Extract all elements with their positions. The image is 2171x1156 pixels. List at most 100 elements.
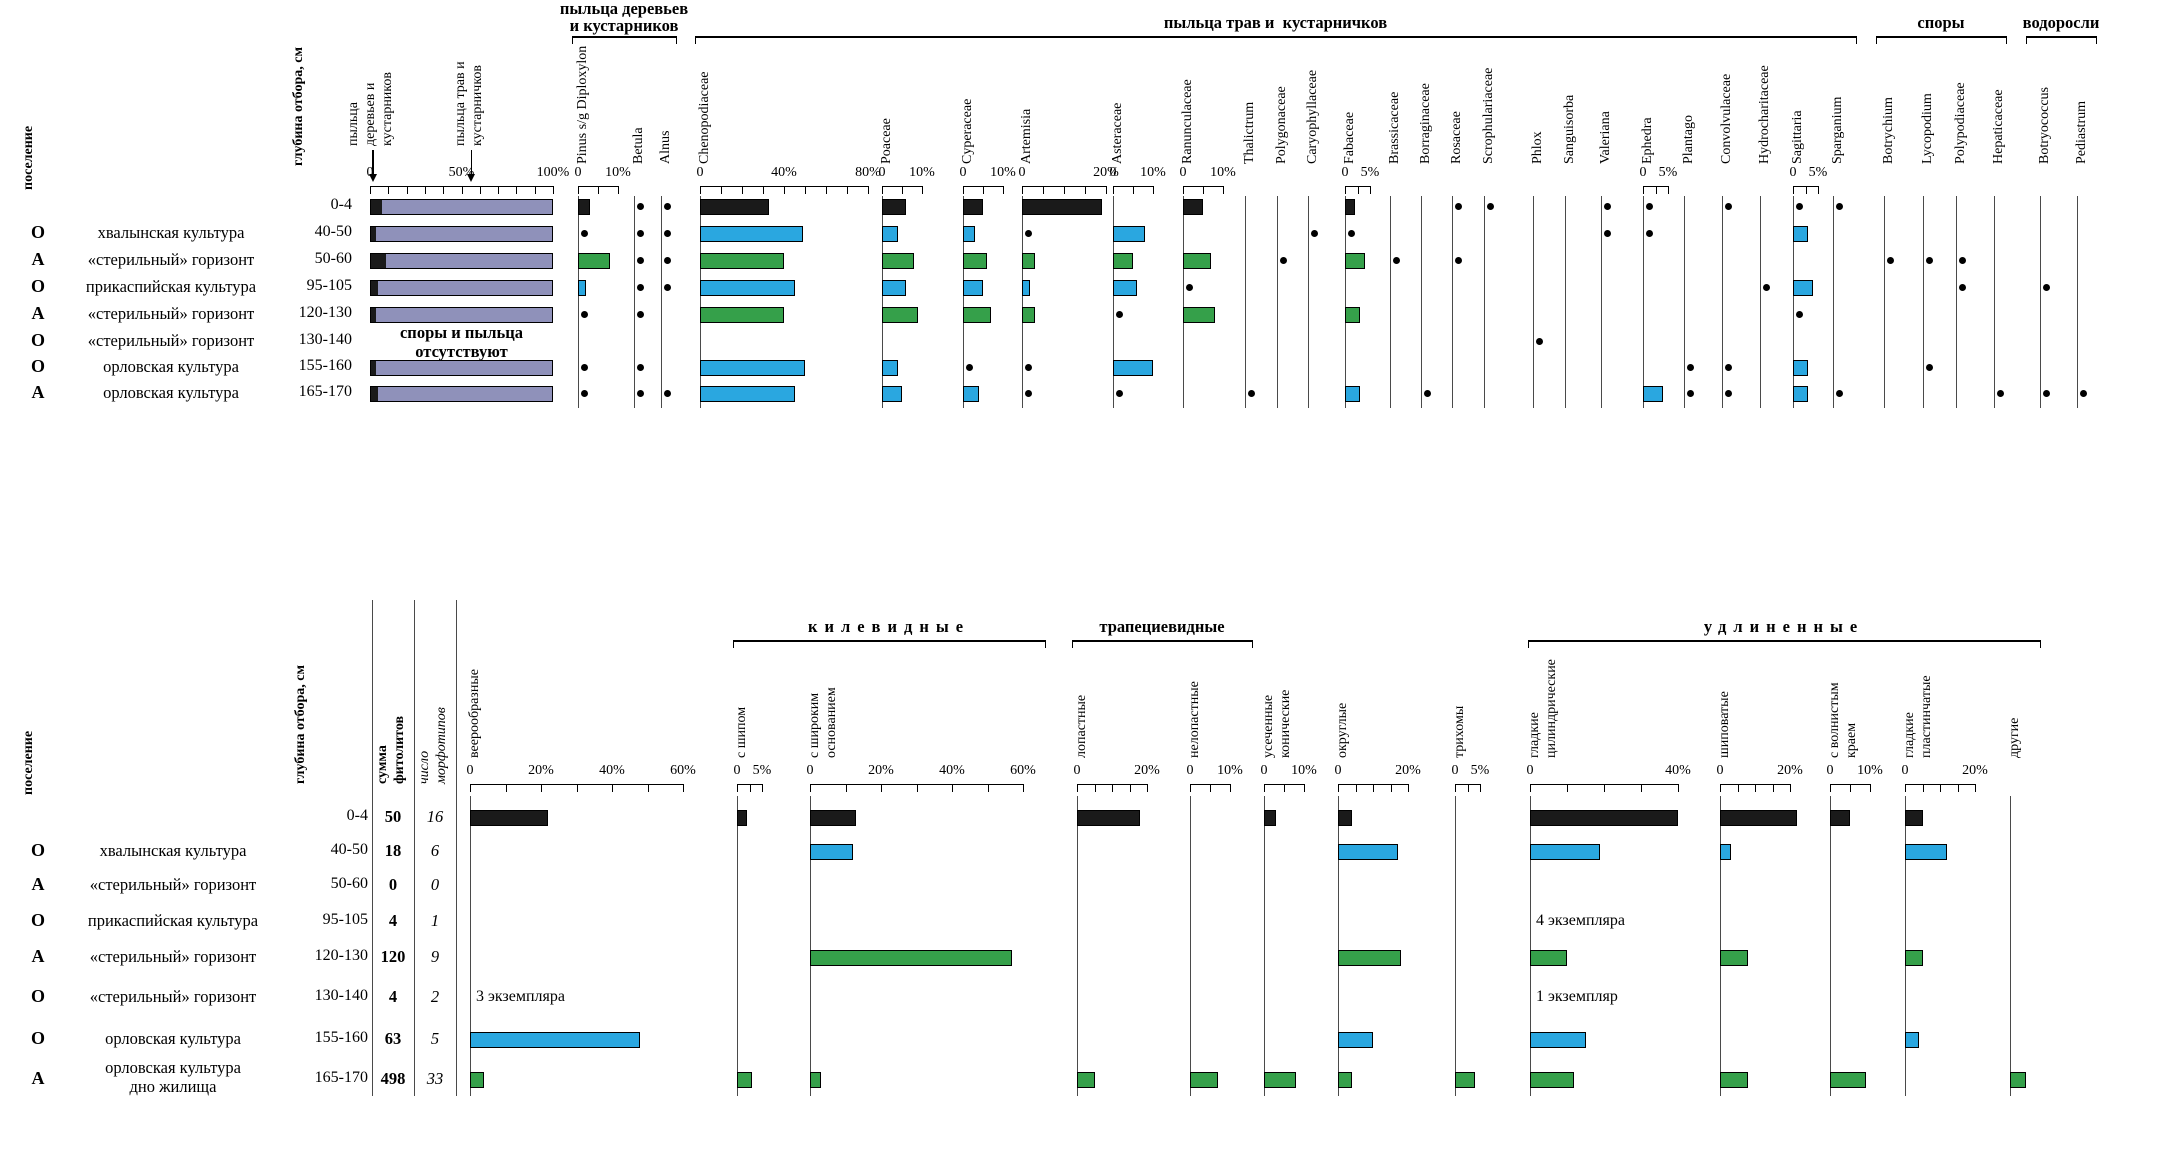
presence-dot <box>664 203 671 210</box>
group-bracket-end-tick <box>1876 36 1877 44</box>
value-bar <box>1113 253 1133 269</box>
tree-grass-ratio-bar <box>370 386 553 402</box>
presence-dot <box>1725 364 1732 371</box>
column-label: Botrychium <box>1881 97 1896 164</box>
morphotype-count-value: 16 <box>426 807 444 826</box>
column-axis-line <box>1905 796 1906 1096</box>
scale-value-label: 5% <box>752 763 772 778</box>
scale-value-label: 40% <box>599 763 625 778</box>
scale-value-label: 0 <box>1260 763 1268 778</box>
value-bar <box>1793 226 1808 242</box>
value-bar <box>1793 360 1808 376</box>
column-label: Rosaceae <box>1449 111 1464 164</box>
value-bar <box>1905 1032 1919 1048</box>
value-bar <box>1905 810 1923 826</box>
row-depth-label: 120-130 <box>298 304 352 321</box>
column-label: Chenopodiaceae <box>697 71 712 164</box>
value-bar <box>1338 844 1398 860</box>
scale-tick <box>1790 784 1791 792</box>
phytolith-sum-value: 18 <box>384 841 402 860</box>
presence-dot <box>664 390 671 397</box>
row-letter: О <box>30 910 45 930</box>
scale-tick <box>742 186 743 194</box>
scale-tick <box>534 186 536 194</box>
row-culture-label: орловская культура <box>103 357 239 376</box>
tree-pollen-segment <box>371 254 386 268</box>
row-letter: А <box>31 874 45 894</box>
column-axis-line <box>1308 196 1309 408</box>
value-bar <box>700 307 784 323</box>
presence-dot <box>581 311 588 318</box>
scale-tick <box>1373 784 1374 792</box>
scale-tick <box>1641 784 1642 792</box>
depth-column-header: глубина отбора, см <box>291 47 306 166</box>
scale-tick <box>1183 186 1184 194</box>
column-axis-line <box>1452 196 1453 408</box>
scale-value-label: 60% <box>670 763 696 778</box>
scale-tick <box>1390 784 1392 792</box>
row-culture-label: хвалынская культура <box>97 223 245 242</box>
group-label: пыльца деревьев и кустарников <box>559 0 689 35</box>
tree-grass-ratio-bar <box>370 360 553 376</box>
scale-tick <box>902 186 903 194</box>
scale-tick <box>1077 784 1078 792</box>
presence-dot <box>1646 230 1653 237</box>
value-bar <box>1720 844 1731 860</box>
specimen-count-note: 1 экземпляр <box>1536 988 1618 1005</box>
column-label: Pinus s/g Diploxylon <box>575 45 590 164</box>
value-bar <box>1720 1072 1748 1088</box>
row-letter: О <box>30 840 45 860</box>
presence-dot <box>637 284 644 291</box>
value-bar <box>963 386 979 402</box>
presence-dot <box>1186 284 1193 291</box>
scale-tick <box>612 784 613 792</box>
scale-tick <box>1129 784 1131 792</box>
value-bar <box>1455 1072 1475 1088</box>
group-label: удлиненные <box>1703 617 1865 636</box>
presence-dot <box>637 203 644 210</box>
column-label: Fabaceae <box>1342 111 1357 164</box>
tree-grass-ratio-bar <box>370 253 553 269</box>
group-bracket-end-tick <box>1856 36 1857 44</box>
group-bracket-end-tick <box>695 36 696 44</box>
grass-pollen-axis-label: пыльца трав и кустарничков <box>453 61 485 146</box>
value-bar <box>1530 810 1678 826</box>
value-bar <box>1720 950 1748 966</box>
value-bar <box>1345 307 1360 323</box>
presence-dot <box>1763 284 1770 291</box>
scale-tick <box>1370 186 1371 194</box>
value-bar <box>1905 950 1923 966</box>
tree-pollen-segment <box>371 361 377 375</box>
scale-tick <box>826 186 827 194</box>
presence-dot <box>581 390 588 397</box>
column-label: Sagittaria <box>1790 110 1805 164</box>
column-axis-line <box>1022 196 1023 408</box>
value-bar <box>882 253 914 269</box>
scale-tick <box>578 186 579 194</box>
column-label: Betula <box>631 127 646 164</box>
scale-tick <box>553 186 554 194</box>
scale-value-label: 40% <box>939 763 965 778</box>
column-axis-line <box>1338 796 1339 1096</box>
presence-dot <box>1687 390 1694 397</box>
group-bracket-end-tick <box>1252 640 1253 648</box>
column-label: Brassicaceae <box>1387 91 1402 164</box>
scale-tick <box>647 784 649 792</box>
value-bar <box>737 810 747 826</box>
column-axis-line <box>470 796 471 1096</box>
scale-value-label: 80% <box>855 165 881 180</box>
row-culture-label: «стерильный» горизонт <box>87 250 255 269</box>
scale-tick <box>1064 186 1065 194</box>
column-axis-line <box>882 196 883 408</box>
tree-grass-ratio-bar <box>370 199 553 215</box>
group-bracket-line <box>1876 36 2006 38</box>
group-bracket-line <box>733 640 1045 642</box>
value-bar <box>1022 199 1102 215</box>
column-axis-line <box>1455 796 1456 1096</box>
tree-pollen-segment <box>371 281 379 295</box>
value-bar <box>1338 950 1401 966</box>
scale-value-label: 20% <box>528 763 554 778</box>
morphotype-count-value: 9 <box>430 947 440 966</box>
group-bracket-end-tick <box>1045 640 1046 648</box>
tree-pollen-segment <box>371 308 377 322</box>
